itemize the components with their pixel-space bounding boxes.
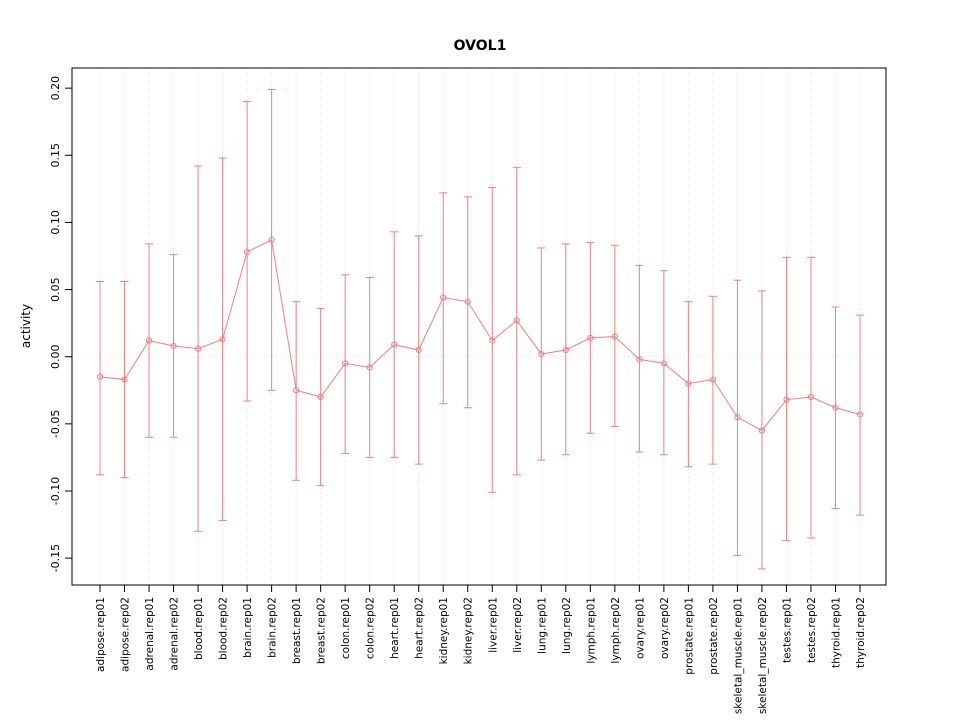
- x-tick-label: liver.rep02: [512, 597, 524, 653]
- x-tick-label: lung.rep01: [536, 597, 548, 654]
- x-tick-label: brain.rep02: [267, 597, 279, 658]
- x-tick-label: ovary.rep02: [659, 597, 671, 659]
- data-point: [342, 360, 349, 367]
- data-point: [121, 376, 128, 383]
- y-tick-label: -0.10: [49, 477, 62, 505]
- data-point: [243, 248, 251, 256]
- x-tick-label: colon.rep01: [340, 597, 352, 659]
- data-point: [513, 317, 520, 324]
- data-point: [562, 346, 569, 354]
- data-point: [832, 404, 839, 411]
- x-tick-label: thyroid.rep02: [855, 597, 867, 668]
- x-tick-label: prostate.rep02: [708, 597, 720, 675]
- data-point: [464, 298, 471, 305]
- data-point: [489, 337, 496, 344]
- y-tick-label: 0.00: [49, 344, 62, 369]
- x-tick-label: kidney.rep02: [463, 597, 475, 664]
- data-point: [611, 333, 618, 340]
- data-point: [538, 350, 545, 358]
- plot-box: [71, 67, 887, 586]
- chart-title: OVOL1: [453, 38, 507, 54]
- x-tick-label: lymph.rep02: [610, 597, 622, 664]
- data-point: [145, 337, 153, 344]
- x-tick-label: breast.rep01: [291, 597, 303, 664]
- data-point: [807, 393, 815, 401]
- x-tick-label: colon.rep02: [365, 597, 377, 659]
- data-point: [96, 373, 104, 380]
- data-point: [391, 341, 398, 348]
- x-tick-label: kidney.rep01: [438, 597, 450, 664]
- y-tick-label: 0.15: [49, 143, 62, 168]
- x-tick-label: skeletal_muscle.rep01: [732, 597, 744, 714]
- data-point: [366, 364, 373, 371]
- x-tick-label: ovary.rep01: [634, 597, 646, 659]
- data-point: [758, 427, 766, 434]
- x-tick-label: adrenal.rep01: [144, 597, 156, 671]
- data-point: [685, 380, 692, 387]
- x-tick-label: lymph.rep01: [585, 597, 597, 664]
- data-point: [636, 356, 643, 363]
- data-point: [734, 414, 741, 421]
- data-point: [587, 334, 594, 342]
- x-tick-label: blood.rep01: [193, 597, 205, 660]
- series-line: [99, 239, 861, 432]
- x-tick-label: brain.rep01: [242, 597, 254, 658]
- x-tick-label: lung.rep02: [561, 597, 573, 654]
- x-tick-label: adrenal.rep02: [169, 597, 181, 671]
- x-tick-label: prostate.rep01: [683, 597, 695, 675]
- x-tick-label: heart.rep02: [414, 597, 426, 659]
- y-tick-label: -0.05: [49, 410, 62, 438]
- data-point: [440, 294, 447, 301]
- data-point: [194, 345, 202, 352]
- data-point: [783, 396, 790, 403]
- x-tick-label: adipose.rep01: [95, 597, 107, 672]
- x-tick-label: heart.rep01: [389, 597, 401, 659]
- data-point: [317, 393, 324, 401]
- x-tick-label: breast.rep02: [316, 597, 328, 664]
- x-tick-label: adipose.rep02: [120, 597, 132, 672]
- data-point: [219, 336, 226, 343]
- data-point: [709, 376, 717, 383]
- y-tick-label: 0.10: [49, 210, 62, 235]
- y-tick-label: -0.15: [49, 544, 62, 572]
- data-point: [415, 346, 422, 354]
- data-point: [293, 387, 300, 394]
- y-tick-label: 0.20: [49, 76, 62, 101]
- data-point: [660, 360, 667, 367]
- x-tick-label: blood.rep02: [218, 597, 230, 660]
- x-tick-label: liver.rep01: [487, 597, 499, 653]
- data-point: [856, 411, 864, 418]
- x-tick-label: thyroid.rep01: [830, 597, 842, 668]
- y-tick-label: 0.05: [49, 277, 62, 302]
- data-point: [268, 236, 275, 243]
- x-tick-label: skeletal_muscle.rep02: [757, 597, 769, 714]
- x-tick-label: testes.rep02: [806, 597, 818, 663]
- x-tick-label: testes.rep01: [781, 597, 793, 663]
- data-point: [170, 342, 177, 350]
